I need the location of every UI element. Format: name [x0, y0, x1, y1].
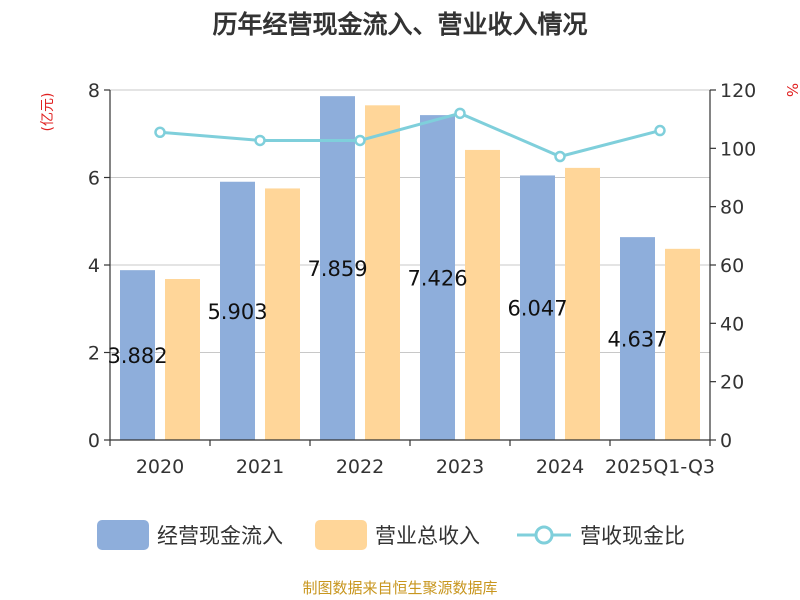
left-tick-label: 8 [88, 80, 100, 102]
right-tick-label: 80 [720, 197, 744, 219]
legend-label-ratio: 营收现金比 [580, 524, 685, 548]
bar-revenue [665, 248, 700, 440]
bar-revenue [465, 149, 500, 440]
data-labels: 3.882 5.903 7.859 7.426 6.047 4.637 [107, 257, 667, 368]
ratio-point [454, 107, 466, 120]
bar-cash-inflow [420, 115, 455, 441]
legend-swatch-revenue [315, 520, 367, 550]
ratio-line-series [154, 107, 666, 163]
grid [110, 89, 710, 353]
bar-cash-inflow [220, 181, 255, 440]
data-label-cash-inflow: 4.637 [607, 328, 667, 352]
left-tick-label: 4 [88, 255, 100, 277]
right-tick-label: 40 [720, 313, 744, 335]
right-tick-label: 60 [720, 255, 744, 277]
legend: 经营现金流入 营业总收入 营收现金比 [97, 520, 685, 550]
left-tick-label: 6 [88, 168, 100, 190]
source-note: 制图数据来自恒生聚源数据库 [302, 579, 497, 597]
bar-cash-inflow [320, 96, 355, 440]
right-tick-label: 120 [720, 80, 756, 102]
x-tick-label: 2024 [536, 456, 584, 478]
legend-swatch-cash-inflow [97, 520, 149, 550]
bar-revenue [265, 188, 300, 440]
ratio-point [554, 150, 566, 163]
bar-revenue [565, 167, 600, 440]
ratio-point [254, 134, 266, 147]
ratio-point [154, 126, 166, 139]
x-tick-label: 2022 [336, 456, 384, 478]
data-label-cash-inflow: 3.882 [107, 344, 167, 368]
ratio-point [654, 124, 666, 137]
bars [120, 96, 700, 441]
right-axis-unit: % [783, 83, 800, 97]
chart-title: 历年经营现金流入、营业收入情况 [212, 10, 587, 39]
left-tick-label: 2 [88, 343, 100, 365]
bar-cash-inflow [120, 270, 155, 440]
ratio-point [354, 134, 366, 147]
bar-cash-inflow [520, 175, 555, 440]
right-tick-label: 20 [720, 372, 744, 394]
data-label-cash-inflow: 5.903 [207, 300, 267, 324]
data-label-cash-inflow: 6.047 [507, 297, 567, 321]
bar-revenue [165, 279, 200, 440]
x-tick-label: 2020 [136, 456, 184, 478]
x-tick-label: 2025Q1-Q3 [605, 456, 715, 478]
legend-marker-ratio [534, 525, 554, 545]
x-tick-label: 2023 [436, 456, 484, 478]
ratio-line [159, 111, 661, 159]
left-tick-label: 0 [88, 430, 100, 452]
x-tick-label: 2021 [236, 456, 284, 478]
right-tick-label: 100 [720, 138, 756, 160]
right-tick-label: 0 [720, 430, 732, 452]
legend-label-revenue: 营业总收入 [375, 524, 480, 548]
data-label-cash-inflow: 7.859 [307, 257, 367, 281]
bar-cash-inflow [620, 237, 655, 440]
data-label-cash-inflow: 7.426 [407, 267, 467, 291]
legend-label-cash-inflow: 经营现金流入 [157, 524, 283, 548]
bar-revenue [365, 105, 400, 440]
left-axis-unit: (亿元) [40, 93, 56, 132]
